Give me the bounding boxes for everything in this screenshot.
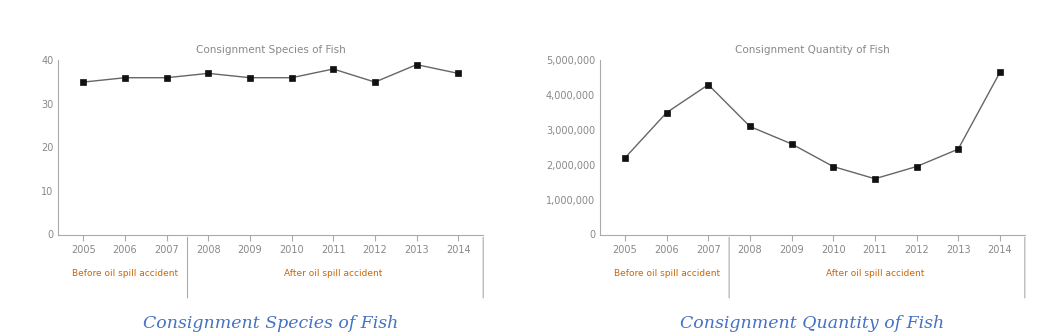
Text: After oil spill accident: After oil spill accident <box>826 269 924 278</box>
Title: Consignment Species of Fish: Consignment Species of Fish <box>195 45 346 55</box>
Text: Before oil spill accident: Before oil spill accident <box>614 269 720 278</box>
Text: Consignment Species of Fish: Consignment Species of Fish <box>143 315 398 332</box>
Title: Consignment Quantity of Fish: Consignment Quantity of Fish <box>735 45 890 55</box>
Text: Consignment Quantity of Fish: Consignment Quantity of Fish <box>681 315 944 332</box>
Text: Before oil spill accident: Before oil spill accident <box>72 269 178 278</box>
Text: After oil spill accident: After oil spill accident <box>285 269 382 278</box>
